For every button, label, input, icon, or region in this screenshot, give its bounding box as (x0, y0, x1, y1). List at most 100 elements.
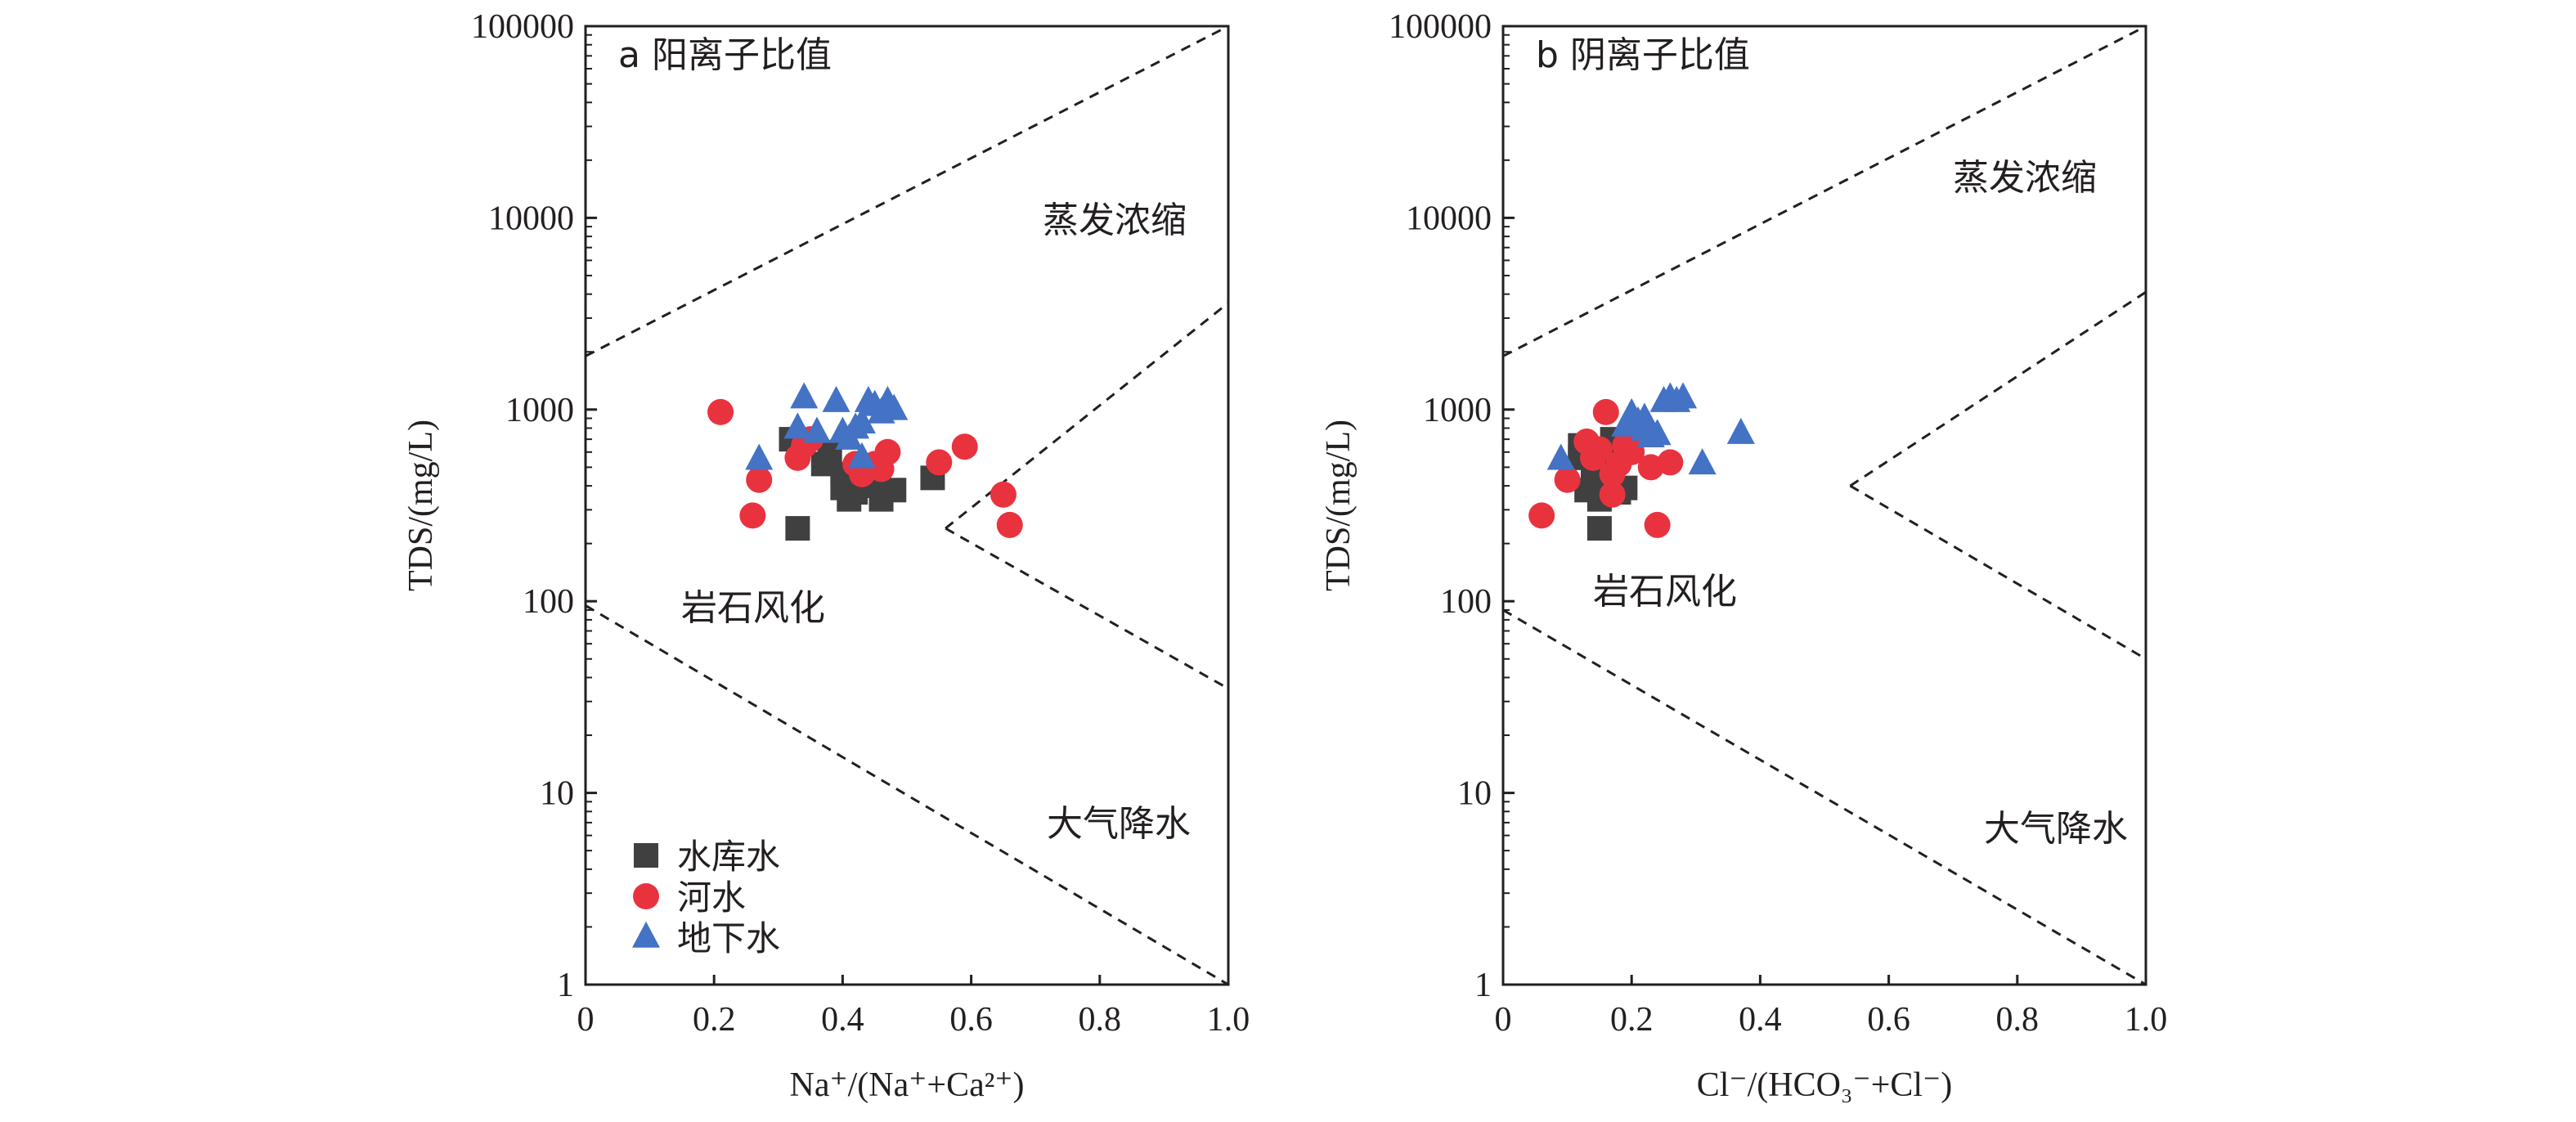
legend-marker-reservoir (634, 843, 658, 868)
data-point-triangle (1688, 448, 1717, 475)
boundary-line (1849, 290, 2147, 487)
boundary-line (945, 527, 1229, 690)
data-point-circle (707, 398, 734, 425)
region-label-evaporation: 蒸发浓缩 (1043, 200, 1187, 241)
boundary-line (585, 25, 1229, 357)
data-point-triangle (835, 423, 864, 450)
x-tick-label: 0.2 (1610, 1001, 1654, 1039)
y-tick-label: 1000 (505, 392, 574, 429)
region-label-precipitation: 大气降水 (1047, 803, 1191, 845)
legend-marker-shape (632, 921, 660, 948)
plot-frame (584, 25, 1230, 986)
data-point-square (785, 516, 810, 541)
data-point-circle (951, 433, 978, 460)
data-point-triangle (1630, 402, 1658, 429)
y-tick-label: 100000 (1389, 8, 1492, 46)
data-point-square (1586, 516, 1612, 541)
boundary-line (1502, 25, 2147, 357)
x-tick-label: 1.0 (2125, 1001, 2168, 1039)
x-tick-label: 0 (1495, 1001, 1512, 1039)
data-point-circle (1554, 466, 1581, 493)
data-point-circle (1592, 398, 1619, 425)
data-point-circle (1586, 436, 1613, 463)
boundary-line (1502, 608, 2147, 986)
boundary-lines (585, 25, 1229, 986)
x-tick-label: 0.6 (1867, 1001, 1910, 1039)
legend: 水库水 河水 地下水 (632, 837, 780, 958)
data-point-circle (1644, 511, 1671, 538)
boundary-line (1849, 484, 2147, 661)
x-axis-title: Na⁺/(Na⁺+Ca²⁺) (789, 1066, 1024, 1104)
boundary-line (585, 604, 1229, 986)
y-axis-title: TDS/(mg/L) (1320, 420, 1358, 591)
x-tick-label: 0.8 (1996, 1001, 2040, 1039)
data-point-circle (1528, 502, 1555, 529)
data-point-circle (874, 438, 901, 465)
data-point-triangle (745, 443, 774, 470)
data-point-triangle (847, 407, 876, 434)
region-label-rock-weathering: 岩石风化 (681, 587, 825, 629)
region-label-evaporation: 蒸发浓缩 (1953, 157, 2097, 199)
plot-frame (1501, 25, 2147, 986)
data-point-triangle (790, 382, 819, 409)
data-points (1528, 382, 1755, 541)
x-tick-label: 0.8 (1079, 1001, 1122, 1039)
series-triangle (745, 382, 909, 470)
data-point-circle (739, 502, 766, 529)
x-tick-label: 0.4 (1739, 1001, 1782, 1039)
data-points (707, 382, 1023, 541)
y-tick-label: 100000 (471, 8, 574, 46)
x-tick-label: 0.2 (693, 1001, 736, 1039)
y-tick-label: 10000 (1406, 200, 1492, 237)
legend-marker-groundwater (632, 921, 660, 948)
y-tick-label: 10 (540, 775, 574, 813)
tick-labels: 0 0.2 0.4 0.6 0.8 1.0 1 10 100 1000 10000 100000 (471, 8, 1250, 1039)
data-point-circle (990, 481, 1016, 508)
region-label-rock-weathering: 岩石风化 (1593, 571, 1737, 613)
data-point-triangle (783, 412, 812, 439)
y-tick-label: 1000 (1423, 392, 1492, 429)
data-point-circle (1657, 449, 1684, 476)
tick-labels: 0 0.2 0.4 0.6 0.8 1.0 1 10 100 1000 10000 100000 (1389, 8, 2167, 1039)
x-axis-title: Cl⁻/(HCO₃⁻+Cl⁻) (1697, 1066, 1953, 1104)
data-point-triangle (1669, 382, 1698, 409)
legend-label-river: 河水 (677, 877, 746, 918)
data-point-triangle (822, 385, 850, 412)
panel-label: b 阴离子比值 (1536, 34, 1750, 76)
data-point-triangle (1546, 443, 1575, 470)
data-point-triangle (880, 393, 909, 420)
y-tick-label: 1 (557, 967, 574, 1004)
data-point-triangle (802, 416, 831, 443)
x-tick-label: 0.6 (949, 1001, 993, 1039)
data-point-triangle (847, 442, 876, 469)
legend-marker-shape (634, 843, 658, 868)
data-point-triangle (1726, 417, 1755, 444)
panel-b: 0 0.2 0.4 0.6 0.8 1.0 1 10 100 1000 10000 100000 b … (1320, 8, 2167, 1104)
region-label-precipitation: 大气降水 (1984, 808, 2128, 850)
data-point-circle (746, 466, 773, 493)
data-point-circle (926, 449, 953, 476)
boundary-lines (1502, 25, 2147, 986)
tick-marks (584, 25, 1230, 986)
legend-label-reservoir: 水库水 (677, 837, 780, 877)
data-point-square (882, 478, 907, 503)
data-point-circle (996, 511, 1023, 538)
legend-label-groundwater: 地下水 (677, 918, 780, 958)
legend-marker-shape (633, 883, 659, 909)
x-tick-label: 0 (577, 1001, 595, 1039)
y-tick-label: 100 (523, 583, 574, 621)
series-triangle (1546, 382, 1755, 475)
y-axis-title: TDS/(mg/L) (402, 420, 440, 591)
boundary-line (945, 302, 1229, 530)
panel-a: 0 0.2 0.4 0.6 0.8 1.0 1 10 100 1000 10000 100000 a … (402, 8, 1250, 1104)
y-tick-label: 10000 (488, 200, 574, 237)
x-tick-label: 1.0 (1207, 1001, 1250, 1039)
x-tick-label: 0.4 (821, 1001, 864, 1039)
legend-marker-river (633, 883, 659, 909)
y-tick-label: 1 (1474, 967, 1492, 1004)
y-tick-label: 100 (1440, 583, 1492, 621)
data-point-circle (1599, 481, 1626, 508)
data-point-triangle (1643, 419, 1672, 446)
tick-marks (1501, 25, 2147, 986)
